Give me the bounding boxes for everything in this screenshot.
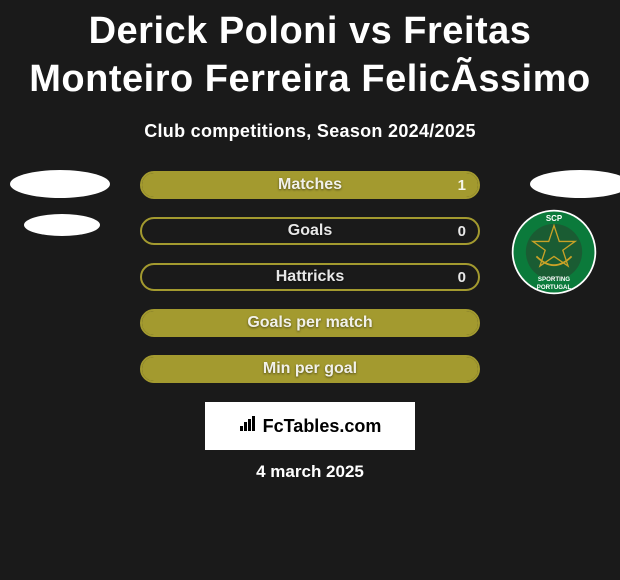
stat-label: Min per goal (263, 360, 357, 378)
stat-row: Min per goal (0, 354, 620, 384)
stat-row: Hattricks 0 (0, 262, 620, 292)
stat-value: 1 (458, 177, 466, 194)
stat-bar-matches: Matches 1 (140, 171, 480, 199)
stat-label: Matches (278, 176, 342, 194)
page-title: Derick Poloni vs Freitas Monteiro Ferrei… (0, 8, 620, 103)
footer-attribution: FcTables.com (205, 402, 415, 450)
stat-label: Hattricks (276, 268, 344, 286)
stat-bar-mpg: Min per goal (140, 355, 480, 383)
stat-bar-hattricks: Hattricks 0 (140, 263, 480, 291)
footer-site-name: FcTables.com (263, 416, 382, 437)
stat-bar-gpm: Goals per match (140, 309, 480, 337)
subtitle: Club competitions, Season 2024/2025 (144, 121, 476, 142)
stats-section: SCP PORTUGAL SPORTING Matches 1 Goals 0 … (0, 170, 620, 384)
infographic-root: Derick Poloni vs Freitas Monteiro Ferrei… (0, 0, 620, 580)
stat-label: Goals (288, 222, 332, 240)
stat-row: Matches 1 (0, 170, 620, 200)
stat-value: 0 (458, 269, 466, 286)
stat-label: Goals per match (247, 314, 372, 332)
chart-icon (239, 416, 257, 437)
stat-bar-goals: Goals 0 (140, 217, 480, 245)
stat-row: Goals per match (0, 308, 620, 338)
stat-row: Goals 0 (0, 216, 620, 246)
stat-value: 0 (458, 223, 466, 240)
generated-date: 4 march 2025 (256, 462, 364, 482)
